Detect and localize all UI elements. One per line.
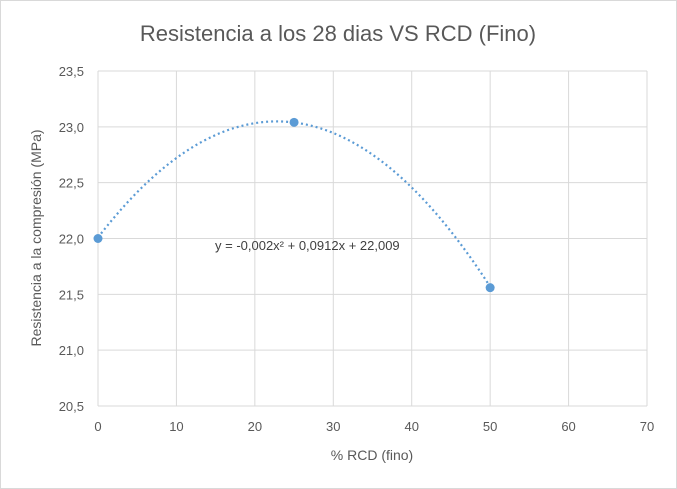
trendline-equation: y = -0,002x² + 0,0912x + 22,009 [215,238,400,253]
x-tick-label: 50 [483,419,497,434]
grid [97,70,648,407]
data-point [485,283,495,293]
x-tick-label: 70 [640,419,654,434]
x-tick-label: 20 [248,419,262,434]
y-tick-label: 21,5 [59,287,84,302]
x-tick-label: 10 [169,419,183,434]
chart-title: Resistencia a los 28 dias VS RCD (Fino) [140,21,536,46]
y-tick-label: 20,5 [59,399,84,414]
y-tick-label: 22,5 [59,176,84,191]
data-point [93,234,103,243]
y-axis-label: Resistencia a la compresión (MPa) [28,129,44,346]
y-axis-ticks: 20,5 21,0 21,5 22,0 22,5 23,0 23,5 [59,64,84,414]
x-tick-label: 60 [561,419,575,434]
trendline [97,120,492,288]
x-tick-label: 30 [326,419,340,434]
x-axis-label: % RCD (fino) [331,447,413,463]
x-tick-label: 40 [404,419,418,434]
x-axis-ticks: 0 10 20 30 40 50 60 70 [94,419,654,434]
y-tick-label: 21,0 [59,343,84,358]
y-tick-label: 23,0 [59,120,84,135]
data-points [93,117,495,293]
x-tick-label: 0 [94,419,101,434]
y-tick-label: 22,0 [59,232,84,247]
y-tick-label: 23,5 [59,64,84,79]
data-point [289,117,299,127]
